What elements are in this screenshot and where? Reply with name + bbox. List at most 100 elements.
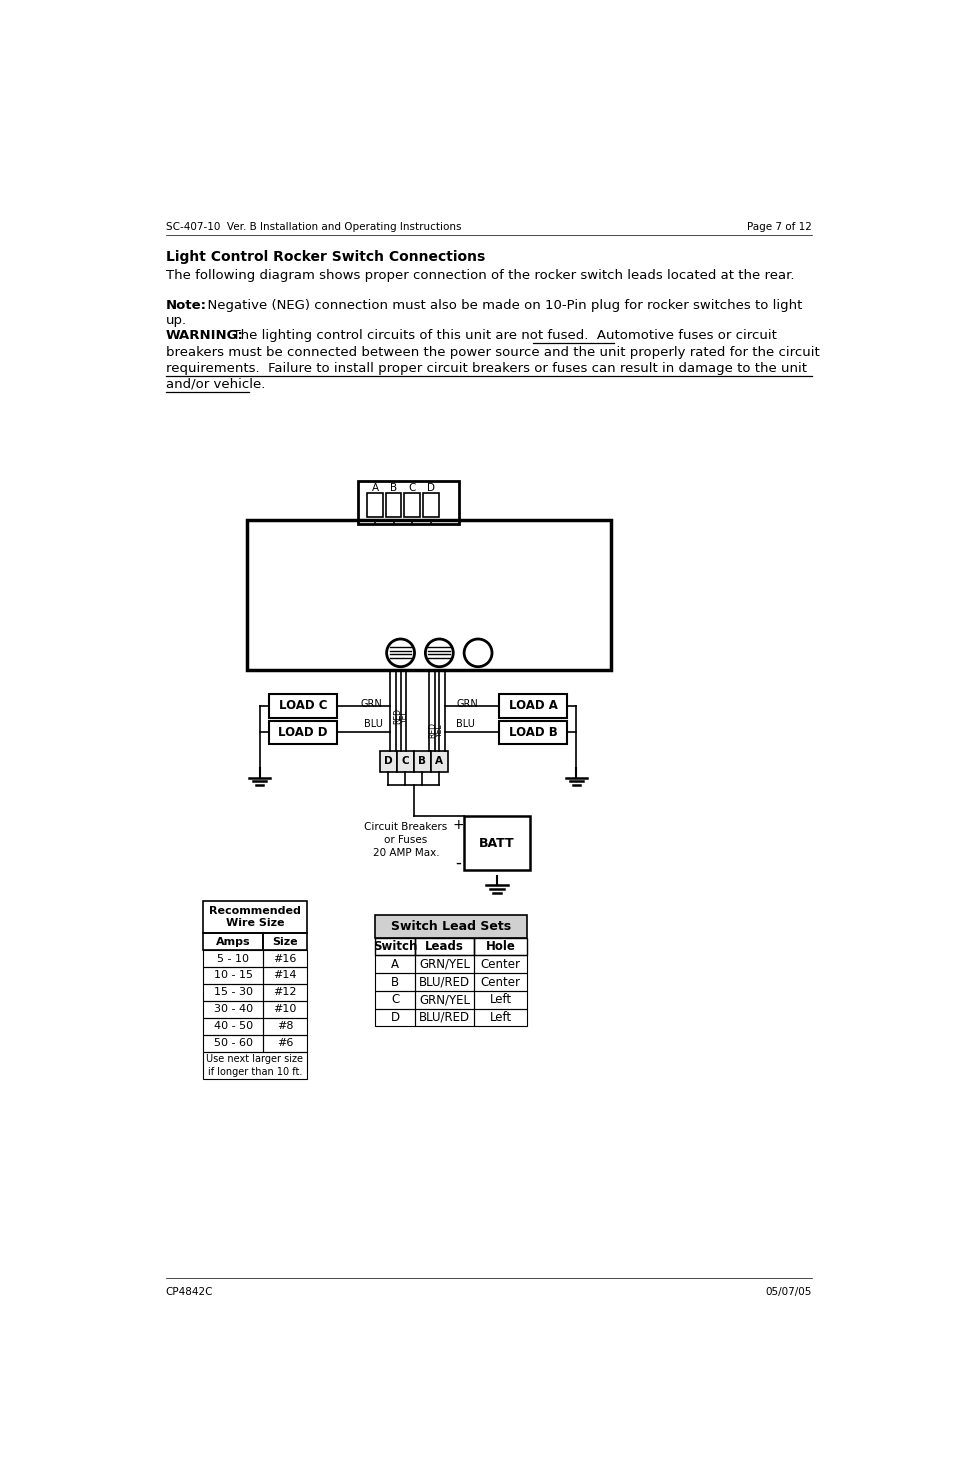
Text: BLU/RED: BLU/RED (418, 975, 470, 988)
Text: YEL: YEL (399, 709, 409, 723)
Bar (375, 938, 415, 956)
Text: 15 - 30: 15 - 30 (213, 987, 253, 997)
Text: 30 - 40: 30 - 40 (213, 1004, 253, 1015)
Text: A: A (435, 757, 443, 767)
Text: Leads: Leads (425, 940, 464, 953)
Text: B: B (391, 975, 398, 988)
Text: requirements.  Failure to install proper circuit breakers or fuses can result in: requirements. Failure to install proper … (166, 361, 806, 375)
Bar (474, 1009, 526, 1027)
Text: Center: Center (480, 975, 520, 988)
Bar (414, 751, 431, 773)
Bar (203, 1052, 307, 1080)
Text: GRN/YEL: GRN/YEL (418, 993, 470, 1006)
Bar (375, 974, 415, 991)
Bar (263, 984, 307, 1002)
Text: WARNING:: WARNING: (166, 329, 243, 342)
Text: BLU: BLU (363, 718, 382, 729)
Bar (474, 956, 526, 974)
Bar (247, 519, 611, 670)
Text: 5 - 10: 5 - 10 (217, 953, 249, 963)
Text: Circuit Breakers: Circuit Breakers (364, 822, 447, 832)
Bar (422, 493, 438, 518)
Text: 20 AMP Max.: 20 AMP Max. (373, 848, 438, 858)
Bar (415, 974, 474, 991)
Text: Switch Lead Sets: Switch Lead Sets (391, 920, 511, 932)
Text: The following diagram shows proper connection of the rocker switch leads located: The following diagram shows proper conne… (166, 270, 794, 282)
Text: 50 - 60: 50 - 60 (213, 1038, 253, 1049)
Text: Note:: Note: (166, 298, 207, 311)
Text: #6: #6 (276, 1038, 293, 1049)
Bar (415, 956, 474, 974)
Text: Page 7 of 12: Page 7 of 12 (746, 221, 811, 232)
Bar (203, 934, 263, 950)
Text: Use next larger size
if longer than 10 ft.: Use next larger size if longer than 10 f… (206, 1055, 303, 1077)
Text: YEL: YEL (435, 723, 443, 736)
Bar (263, 1002, 307, 1018)
Bar (375, 914, 526, 938)
Bar (203, 1002, 263, 1018)
Text: SC-407-10  Ver. B Installation and Operating Instructions: SC-407-10 Ver. B Installation and Operat… (166, 221, 460, 232)
Bar (203, 901, 307, 934)
Bar (415, 1009, 474, 1027)
Text: -: - (455, 854, 460, 872)
Bar (464, 816, 530, 870)
Text: D: D (426, 484, 435, 494)
Text: LOAD C: LOAD C (278, 699, 327, 712)
Bar (474, 974, 526, 991)
Text: D: D (390, 1010, 399, 1024)
Bar (498, 721, 567, 743)
Text: Negative (NEG) connection must also be made on 10-Pin plug for rocker switches t: Negative (NEG) connection must also be m… (199, 298, 801, 311)
Text: #16: #16 (274, 953, 296, 963)
Text: RED: RED (394, 708, 402, 724)
Text: C: C (408, 484, 416, 494)
Bar (375, 956, 415, 974)
Bar (203, 1018, 263, 1035)
Text: C: C (391, 993, 399, 1006)
Bar (203, 968, 263, 984)
Text: The lighting control circuits of this unit are not fused.  Automotive fuses or c: The lighting control circuits of this un… (224, 329, 776, 342)
Text: Left: Left (489, 993, 511, 1006)
Bar (404, 493, 419, 518)
Text: and/or vehicle.: and/or vehicle. (166, 378, 265, 391)
Text: Light Control Rocker Switch Connections: Light Control Rocker Switch Connections (166, 251, 484, 264)
Text: BLU: BLU (456, 718, 475, 729)
Bar (498, 695, 567, 717)
Text: A: A (391, 957, 398, 971)
Text: #10: #10 (274, 1004, 296, 1015)
Text: LOAD A: LOAD A (508, 699, 557, 712)
Text: Amps: Amps (215, 937, 251, 947)
Text: #8: #8 (276, 1021, 293, 1031)
Bar (263, 968, 307, 984)
Text: B: B (417, 757, 426, 767)
Bar (396, 751, 414, 773)
Text: Size: Size (272, 937, 297, 947)
Text: Left: Left (489, 1010, 511, 1024)
Bar (375, 991, 415, 1009)
Bar (375, 1009, 415, 1027)
Text: C: C (401, 757, 409, 767)
Bar (263, 950, 307, 968)
Bar (263, 1018, 307, 1035)
Bar (431, 751, 447, 773)
Text: #12: #12 (274, 987, 296, 997)
Text: GRN/YEL: GRN/YEL (418, 957, 470, 971)
Bar (203, 950, 263, 968)
Bar (263, 1035, 307, 1052)
Bar (367, 493, 382, 518)
Text: GRN: GRN (360, 699, 382, 709)
Text: #14: #14 (274, 971, 296, 981)
Text: BLU/RED: BLU/RED (418, 1010, 470, 1024)
Text: CP4842C: CP4842C (166, 1288, 213, 1298)
Bar (357, 481, 458, 524)
Text: or Fuses: or Fuses (384, 835, 427, 845)
Text: B: B (390, 484, 396, 494)
Bar (203, 1035, 263, 1052)
Text: Hole: Hole (485, 940, 515, 953)
Bar (474, 991, 526, 1009)
Bar (385, 493, 401, 518)
Bar (415, 938, 474, 956)
Text: Center: Center (480, 957, 520, 971)
Text: 10 - 15: 10 - 15 (213, 971, 253, 981)
Text: GRN: GRN (456, 699, 477, 709)
Text: 40 - 50: 40 - 50 (213, 1021, 253, 1031)
